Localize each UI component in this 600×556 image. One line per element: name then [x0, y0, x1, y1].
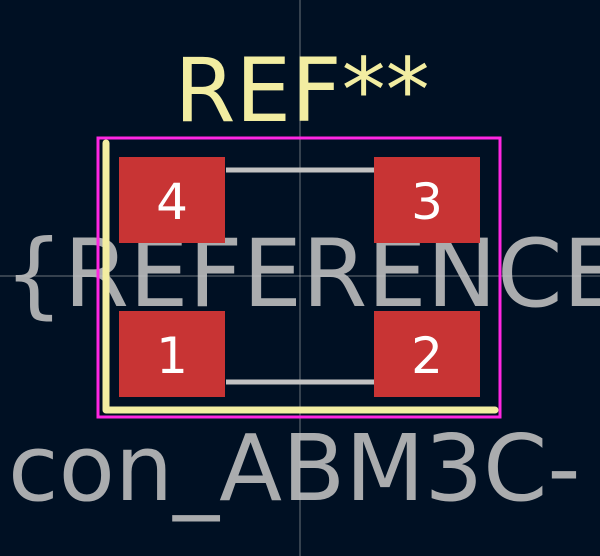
pad-1-number: 1	[156, 327, 188, 385]
value-field[interactable]: con_ABM3C-	[8, 415, 581, 522]
reference-field[interactable]: {REFERENCE	[4, 220, 600, 329]
pad-4-number: 4	[156, 173, 188, 231]
pad-2-number: 2	[411, 327, 443, 385]
pad-3-number: 3	[411, 173, 443, 231]
pad-1[interactable]: 1	[119, 311, 225, 397]
pad-2[interactable]: 2	[374, 311, 480, 397]
silkscreen-pin1-marker	[102, 139, 499, 414]
courtyard-outline	[96, 136, 502, 419]
pad-4[interactable]: 4	[119, 157, 225, 243]
pad-3[interactable]: 3	[374, 157, 480, 243]
ref-designator[interactable]: REF**	[174, 39, 429, 142]
